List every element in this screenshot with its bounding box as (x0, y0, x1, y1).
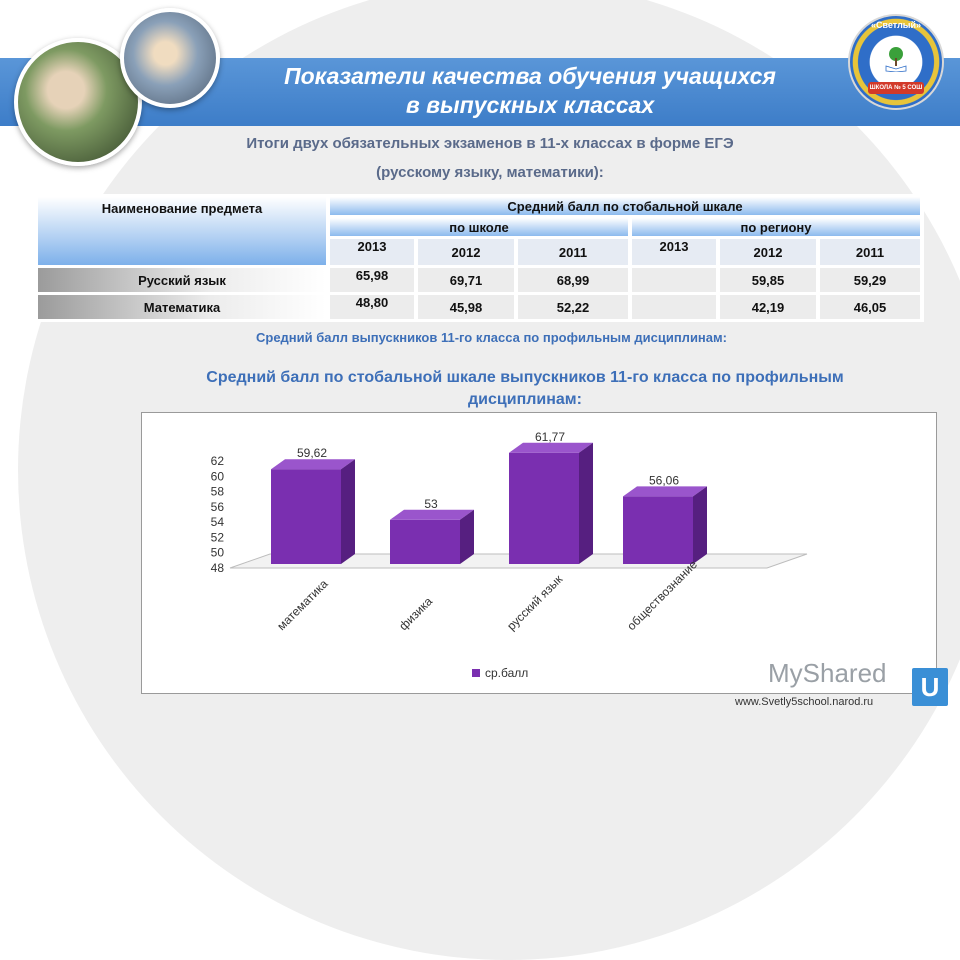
profile-note: Средний балл выпускников 11-го класса по… (256, 330, 727, 345)
subject-name: Русский язык (38, 268, 326, 292)
bar-side (341, 459, 355, 564)
chart-heading-line-1: Средний балл по стобальной шкале выпускн… (206, 369, 844, 386)
table-cell: 69,71 (418, 268, 514, 292)
chart-frame: 48 50 52 54 56 58 60 62 59,62 53 61,77 56,06 математ… (141, 412, 937, 694)
watermark: MyShared (768, 658, 887, 688)
bar-side (460, 509, 474, 564)
bar-side (693, 486, 707, 564)
year-school-2012: 2012 (418, 239, 514, 265)
year-region-2013: 2013 (632, 239, 716, 265)
header-school: по школе (330, 218, 628, 236)
legend-swatch (472, 669, 480, 677)
site-url[interactable]: www.Svetly5school.narod.ru (735, 696, 874, 708)
legend-label: ср.балл (485, 666, 528, 680)
table-cell: 59,85 (720, 268, 816, 292)
exam-results-table: Наименование предмета Средний балл по ст… (34, 194, 924, 322)
bar (623, 496, 693, 564)
bar-top (390, 509, 474, 520)
x-tick-label: обществознание (624, 557, 700, 633)
bar-side (579, 442, 593, 564)
y-tick-label: 60 (211, 469, 225, 483)
logo-ribbon: ШКОЛА № 5 СОШ (868, 82, 924, 94)
year-region-2012: 2012 (720, 239, 816, 265)
bar-top (271, 459, 355, 470)
bar-top (509, 442, 593, 453)
table-cell: 45,98 (418, 295, 514, 319)
logo-text: «Светлый» (870, 20, 922, 30)
y-tick-label: 54 (211, 515, 225, 529)
year-school-2011: 2011 (518, 239, 628, 265)
x-tick-label: русский язык (504, 572, 566, 634)
table-cell: 52,22 (518, 295, 628, 319)
table-row: Математика 48,80 45,98 52,22 42,19 46,05 (38, 295, 920, 319)
header-subject: Наименование предмета (38, 197, 326, 265)
classroom-photo (120, 8, 220, 108)
subject-name: Математика (38, 295, 326, 319)
title-line-2: в выпускных классах (405, 92, 655, 118)
bar (509, 452, 579, 564)
subtitle-line-2: (русскому языку, математики): (376, 164, 604, 181)
subtitle-line-1: Итоги двух обязательных экзаменов в 11-х… (246, 135, 734, 152)
header-region: по региону (632, 218, 920, 236)
school-logo: «Светлый» ШКОЛА № 5 СОШ (848, 14, 944, 110)
page-title: Показатели качества обучения учащихся в … (230, 62, 830, 120)
data-label: 59,62 (297, 446, 327, 460)
x-tick-label: математика (274, 577, 331, 634)
table-cell: 65,98 (330, 268, 414, 292)
chart-heading: Средний балл по стобальной шкале выпускн… (130, 367, 920, 411)
bar-top (623, 486, 707, 497)
book-tree-icon (885, 47, 907, 72)
chart-heading-line-2: дисциплинам: (468, 391, 582, 408)
scroll-up-button[interactable]: U (912, 668, 948, 706)
data-label: 61,77 (535, 430, 565, 444)
y-tick-label: 48 (211, 561, 225, 575)
data-label: 56,06 (649, 473, 679, 487)
bar (390, 519, 460, 564)
table-cell: 59,29 (820, 268, 920, 292)
y-tick-label: 62 (211, 454, 225, 468)
year-region-2011: 2011 (820, 239, 920, 265)
data-label: 53 (424, 497, 438, 511)
y-tick-label: 58 (211, 485, 225, 499)
table-cell (632, 295, 716, 319)
y-tick-label: 50 (211, 546, 225, 560)
year-school-2013: 2013 (330, 239, 414, 265)
table-cell: 68,99 (518, 268, 628, 292)
table-cell: 46,05 (820, 295, 920, 319)
x-tick-label: физика (396, 594, 435, 633)
y-tick-label: 56 (211, 500, 225, 514)
table-cell (632, 268, 716, 292)
table-cell: 42,19 (720, 295, 816, 319)
table-row: Русский язык 65,98 69,71 68,99 59,85 59,… (38, 268, 920, 292)
title-line-1: Показатели качества обучения учащихся (284, 63, 776, 89)
table-cell: 48,80 (330, 295, 414, 319)
bar (271, 469, 341, 564)
header-average: Средний балл по стобальной шкале (330, 197, 920, 215)
y-tick-label: 52 (211, 530, 225, 544)
